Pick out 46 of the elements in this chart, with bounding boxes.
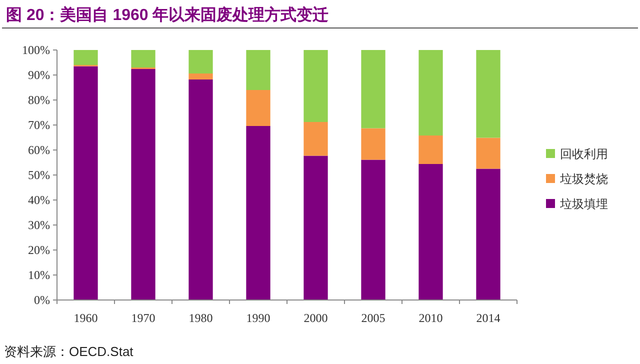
y-tick-label: 70% <box>28 118 50 132</box>
bar <box>74 66 98 300</box>
legend-label: 垃圾焚烧 <box>559 172 608 186</box>
bar <box>304 122 328 156</box>
bar <box>361 50 386 128</box>
bar <box>246 50 270 90</box>
bar <box>476 168 500 300</box>
y-tick-label: 90% <box>28 68 50 82</box>
bar <box>74 50 98 65</box>
bar <box>476 50 500 138</box>
y-tick-label: 50% <box>28 168 50 182</box>
y-tick-label: 80% <box>28 93 50 107</box>
x-tick-label: 1990 <box>246 311 270 325</box>
x-tick-label: 1960 <box>74 311 98 325</box>
bar <box>188 74 213 80</box>
bar <box>361 160 386 300</box>
x-tick-label: 2005 <box>361 311 386 325</box>
y-tick-label: 60% <box>28 143 50 157</box>
y-tick-label: 20% <box>28 243 50 257</box>
bar <box>304 156 328 300</box>
y-tick-label: 0% <box>34 293 50 307</box>
x-tick-label: 2014 <box>476 311 500 325</box>
legend-label: 回收利用 <box>560 147 608 161</box>
bar <box>131 50 156 68</box>
y-tick-label: 30% <box>28 218 50 232</box>
bar <box>188 80 213 300</box>
bar <box>418 164 443 300</box>
y-tick-label: 40% <box>28 193 50 207</box>
bar <box>418 136 443 164</box>
text: 资料来源：OECD.Stat <box>4 344 134 359</box>
x-tick-label: 1970 <box>131 311 156 325</box>
y-tick-label: 10% <box>28 268 50 282</box>
bar <box>246 126 270 300</box>
x-tick-label: 2000 <box>304 311 328 325</box>
bar <box>188 50 213 74</box>
bar <box>304 50 328 122</box>
bar <box>131 69 156 300</box>
x-tick-label: 1980 <box>188 311 213 325</box>
legend-label: 垃圾填埋 <box>559 197 608 211</box>
y-tick-label: 100% <box>22 43 50 57</box>
chart-title: 图 20：美国自 1960 年以来固废处理方式变迁 <box>6 5 329 24</box>
bar <box>418 50 443 136</box>
bar <box>361 128 386 160</box>
bar <box>246 90 270 126</box>
x-tick-label: 2010 <box>418 311 443 325</box>
bar <box>476 138 500 169</box>
